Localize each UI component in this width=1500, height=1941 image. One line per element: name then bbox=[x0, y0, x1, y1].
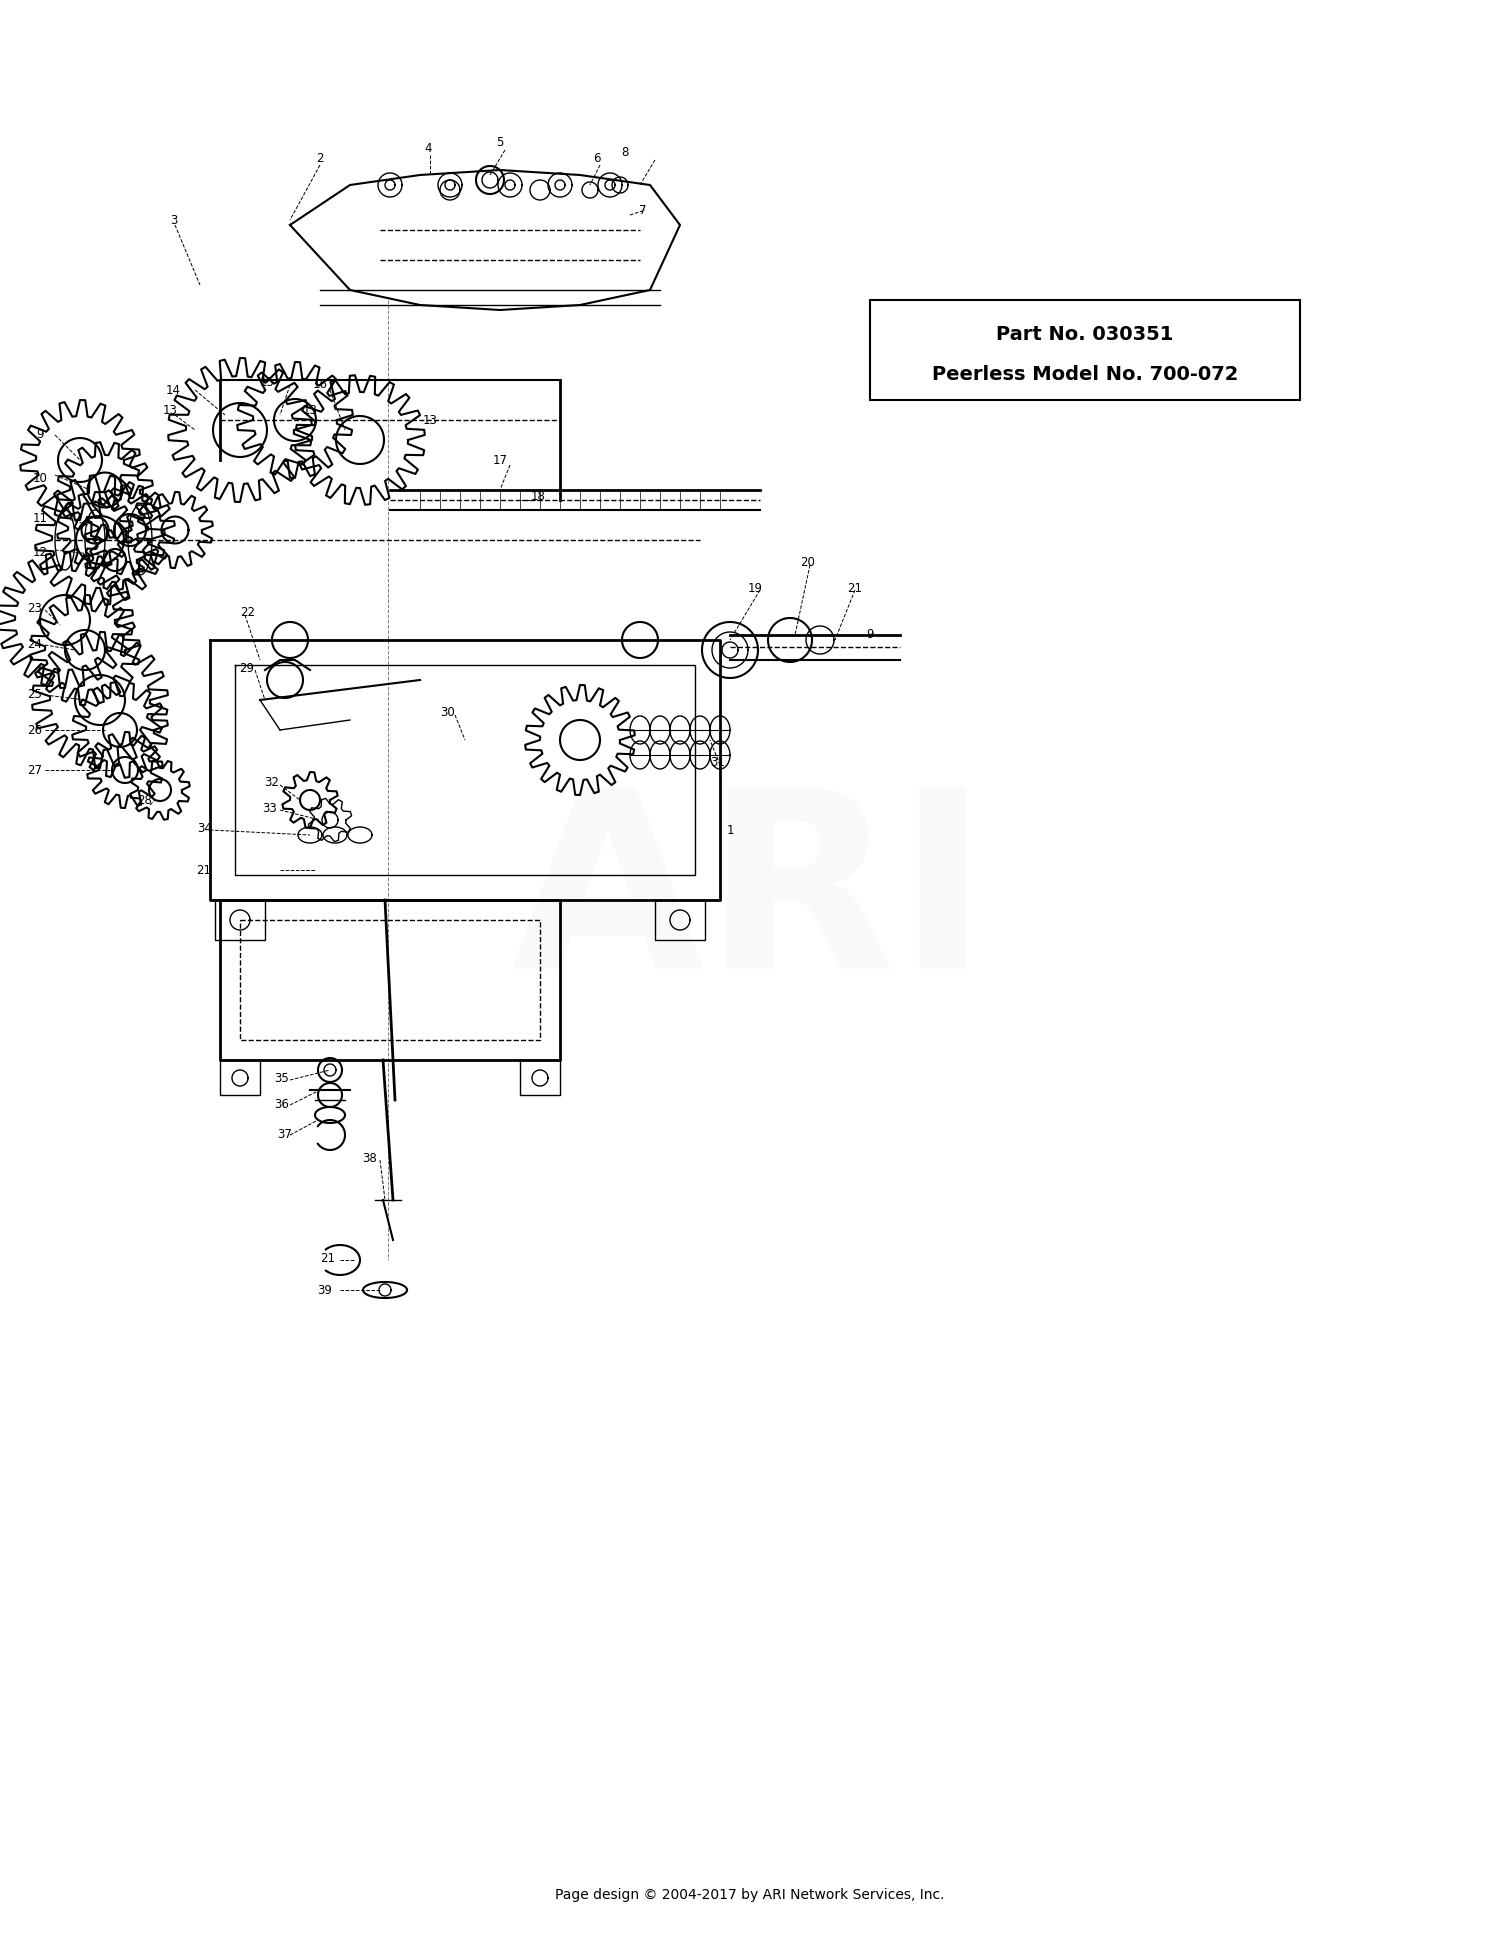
Text: 13: 13 bbox=[162, 404, 177, 417]
Text: 35: 35 bbox=[274, 1071, 290, 1085]
Text: 20: 20 bbox=[801, 555, 816, 569]
Text: 31: 31 bbox=[711, 755, 726, 769]
Text: 9: 9 bbox=[867, 629, 873, 641]
Text: 25: 25 bbox=[27, 689, 42, 701]
Text: 11: 11 bbox=[33, 512, 48, 524]
Text: 8: 8 bbox=[621, 146, 628, 159]
Text: 2: 2 bbox=[316, 151, 324, 165]
Text: 4: 4 bbox=[424, 142, 432, 155]
Text: 37: 37 bbox=[278, 1128, 292, 1141]
Text: 24: 24 bbox=[27, 639, 42, 652]
Text: 29: 29 bbox=[240, 662, 255, 675]
Text: 12: 12 bbox=[33, 547, 48, 559]
Text: Peerless Model No. 700-072: Peerless Model No. 700-072 bbox=[932, 365, 1238, 384]
Text: 22: 22 bbox=[240, 606, 255, 619]
Text: 39: 39 bbox=[318, 1283, 333, 1297]
Text: 10: 10 bbox=[33, 472, 48, 485]
Text: 30: 30 bbox=[441, 707, 456, 720]
Text: 13: 13 bbox=[423, 413, 438, 427]
Text: 36: 36 bbox=[274, 1099, 290, 1112]
Text: 16: 16 bbox=[312, 378, 327, 392]
Text: 27: 27 bbox=[27, 763, 42, 776]
Text: 18: 18 bbox=[531, 491, 546, 503]
Text: Part No. 030351: Part No. 030351 bbox=[996, 326, 1173, 344]
Text: 21: 21 bbox=[847, 582, 862, 594]
Text: 28: 28 bbox=[138, 794, 153, 807]
Text: 26: 26 bbox=[27, 724, 42, 736]
Text: 21: 21 bbox=[321, 1252, 336, 1264]
Text: 19: 19 bbox=[747, 582, 762, 594]
Text: 6: 6 bbox=[592, 151, 600, 165]
FancyBboxPatch shape bbox=[870, 301, 1300, 400]
Text: ARI: ARI bbox=[510, 778, 990, 1021]
Text: 21: 21 bbox=[196, 864, 211, 877]
Text: Page design © 2004-2017 by ARI Network Services, Inc.: Page design © 2004-2017 by ARI Network S… bbox=[555, 1889, 945, 1902]
Text: 7: 7 bbox=[639, 204, 646, 217]
Text: 23: 23 bbox=[27, 602, 42, 615]
Text: 13: 13 bbox=[303, 404, 318, 417]
Text: 15: 15 bbox=[260, 377, 274, 390]
Text: 33: 33 bbox=[262, 802, 278, 815]
Text: 17: 17 bbox=[492, 454, 507, 466]
Text: 38: 38 bbox=[363, 1151, 378, 1165]
Text: 3: 3 bbox=[171, 214, 177, 227]
Text: 9: 9 bbox=[36, 429, 44, 441]
Text: 1: 1 bbox=[726, 823, 734, 837]
Text: 5: 5 bbox=[496, 136, 504, 149]
Text: 34: 34 bbox=[198, 821, 213, 835]
Text: 14: 14 bbox=[165, 384, 180, 396]
Text: 32: 32 bbox=[264, 776, 279, 790]
